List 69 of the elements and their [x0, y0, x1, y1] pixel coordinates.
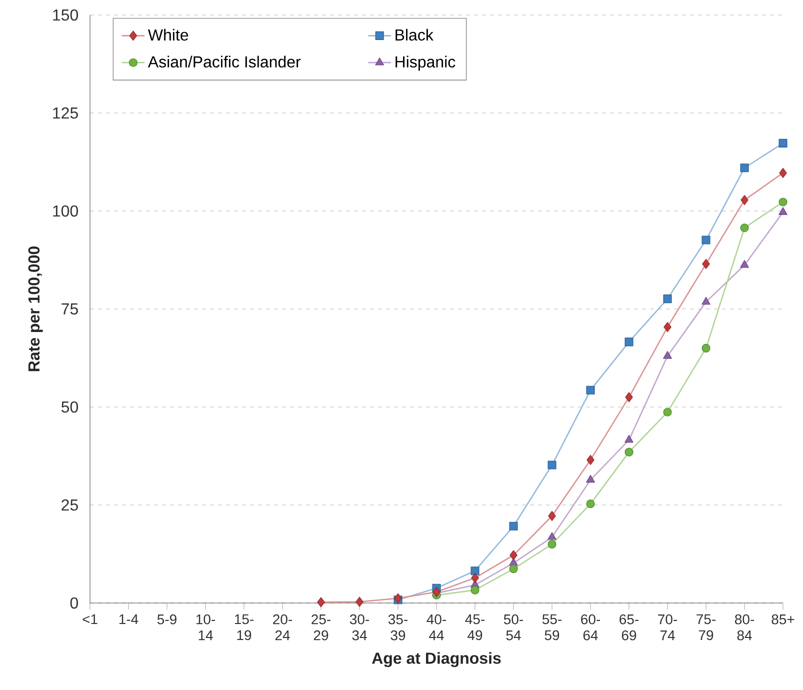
- x-tick-label: 10-14: [196, 614, 215, 640]
- legend-label: White: [148, 28, 188, 41]
- point: [548, 540, 556, 548]
- point: [586, 474, 595, 483]
- point: [586, 454, 594, 465]
- x-tick-label: 5-9: [157, 614, 176, 624]
- point: [471, 572, 479, 583]
- y-tick-label: 100: [53, 205, 78, 217]
- x-tick-label: 30-34: [350, 614, 369, 640]
- x-tick-label: 55-59: [542, 614, 562, 640]
- point: [778, 207, 788, 215]
- point: [702, 344, 710, 352]
- y-tick-label: 0: [70, 597, 78, 609]
- point: [624, 434, 634, 443]
- point: [740, 194, 748, 206]
- x-tick-label: 25-29: [312, 614, 330, 640]
- point: [778, 138, 788, 148]
- point: [663, 408, 672, 416]
- point: [702, 236, 710, 244]
- y-tick-label: 125: [53, 107, 78, 119]
- point: [740, 260, 749, 268]
- x-tick-label: 75-79: [696, 614, 716, 640]
- x-tick-label: 70-74: [658, 614, 677, 640]
- point: [740, 224, 749, 232]
- point: [510, 550, 518, 560]
- point: [548, 532, 556, 540]
- point: [356, 596, 364, 607]
- point: [702, 296, 710, 305]
- point: [625, 392, 633, 402]
- point: [702, 258, 710, 269]
- point: [740, 164, 749, 172]
- x-tick-label: 40-44: [426, 614, 446, 640]
- point: [394, 593, 402, 604]
- point: [664, 322, 672, 332]
- point: [586, 500, 595, 508]
- x-tick-label: 20-24: [273, 614, 292, 640]
- point: [470, 566, 480, 576]
- x-tick-label: 50-54: [504, 614, 523, 640]
- point: [663, 294, 672, 304]
- x-tick-label: 45-49: [465, 614, 484, 640]
- point: [624, 448, 634, 456]
- legend-label: Hispanic: [396, 56, 456, 71]
- point: [317, 597, 325, 608]
- x-tick-label: 65-69: [620, 614, 638, 640]
- point: [509, 522, 518, 530]
- x-tick-label: 1-4: [119, 614, 138, 624]
- x-tick-label: 15-19: [234, 614, 254, 640]
- y-tick-label: 50: [61, 401, 78, 413]
- y-axis-title: Rate per 100,000: [28, 246, 43, 372]
- point: [663, 350, 672, 359]
- x-tick-label: <1: [82, 614, 98, 624]
- point: [509, 564, 518, 574]
- legend-label: Asian/Pacific Islander: [148, 56, 301, 68]
- x-tick-label: 85+: [772, 614, 794, 624]
- point: [779, 168, 787, 178]
- y-tick-label: 150: [53, 9, 78, 21]
- x-tick-label: 60-64: [581, 614, 600, 640]
- point: [586, 386, 595, 394]
- point: [778, 198, 788, 206]
- x-axis-title: Age at Diagnosis: [372, 652, 501, 668]
- legend-label: Black: [396, 28, 434, 41]
- point: [624, 338, 634, 346]
- point: [548, 460, 556, 470]
- x-tick-label: 35-39: [388, 614, 408, 640]
- y-tick-label: 25: [62, 499, 78, 511]
- y-tick-label: 75: [62, 303, 78, 315]
- x-tick-label: 80-84: [734, 614, 754, 640]
- point: [470, 586, 480, 594]
- point: [548, 510, 556, 522]
